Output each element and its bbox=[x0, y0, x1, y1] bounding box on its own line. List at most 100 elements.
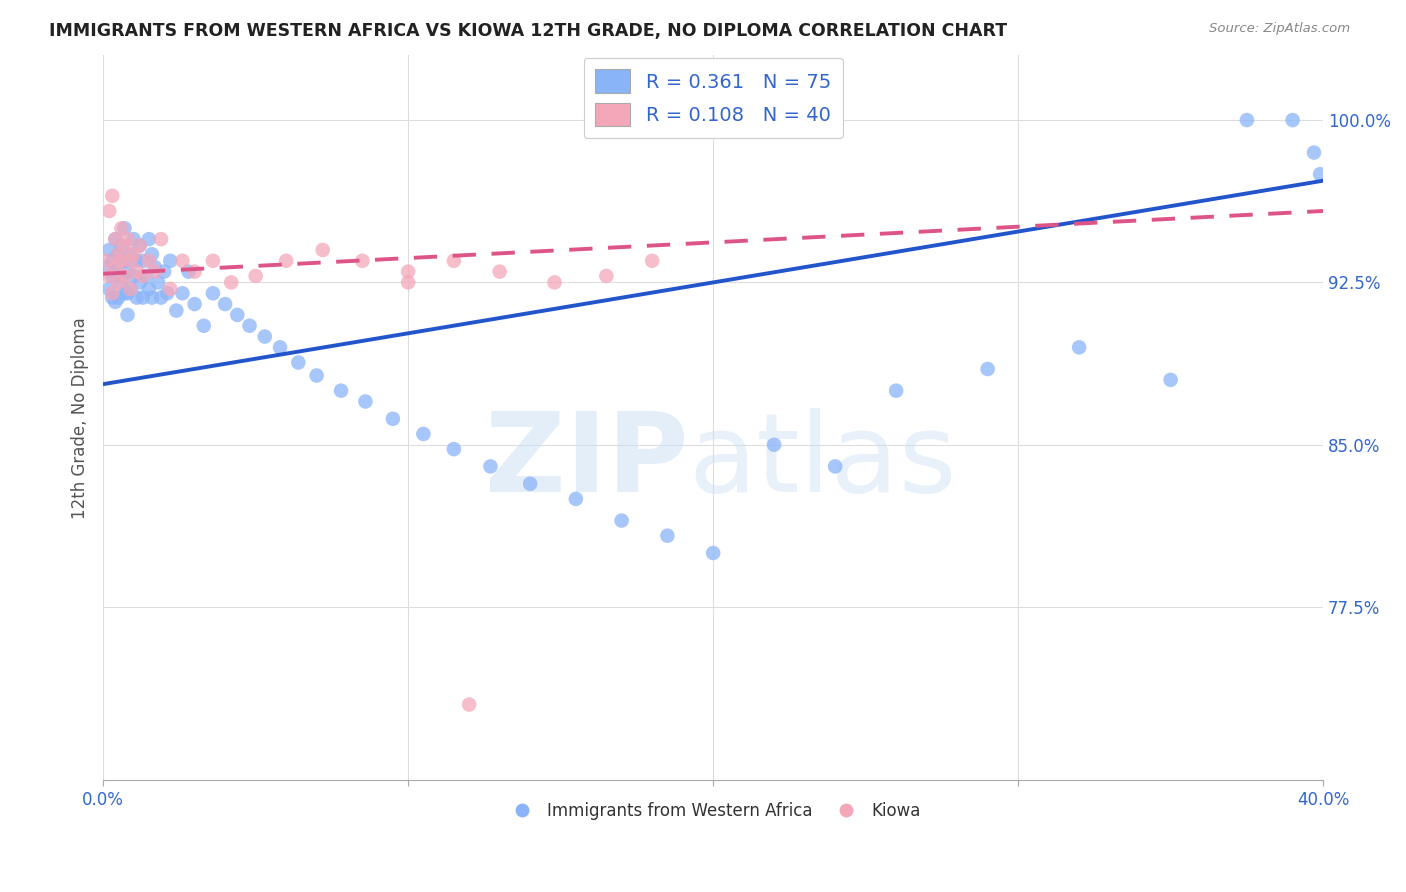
Point bbox=[135, 268, 157, 283]
Point bbox=[117, 264, 139, 278]
Point bbox=[141, 247, 163, 261]
Point bbox=[107, 276, 129, 290]
Point bbox=[98, 204, 121, 219]
Point bbox=[226, 308, 249, 322]
Point bbox=[354, 394, 377, 409]
Point bbox=[159, 282, 181, 296]
Point bbox=[253, 329, 276, 343]
Point bbox=[269, 340, 291, 354]
Point bbox=[458, 698, 481, 712]
Point bbox=[110, 253, 132, 268]
Point bbox=[287, 355, 309, 369]
Point bbox=[1303, 145, 1326, 160]
Text: atlas: atlas bbox=[689, 408, 957, 515]
Point bbox=[122, 247, 145, 261]
Point bbox=[114, 253, 136, 268]
Point bbox=[107, 247, 129, 261]
Point bbox=[117, 232, 139, 246]
Point bbox=[143, 260, 166, 275]
Text: ZIP: ZIP bbox=[485, 408, 689, 515]
Point bbox=[98, 268, 121, 283]
Point bbox=[543, 276, 565, 290]
Point bbox=[165, 303, 187, 318]
Point bbox=[96, 253, 118, 268]
Legend: Immigrants from Western Africa, Kiowa: Immigrants from Western Africa, Kiowa bbox=[499, 795, 927, 826]
Point bbox=[125, 253, 148, 268]
Point bbox=[201, 253, 224, 268]
Point bbox=[117, 286, 139, 301]
Point bbox=[101, 286, 124, 301]
Point bbox=[138, 232, 160, 246]
Point bbox=[352, 253, 374, 268]
Point bbox=[107, 268, 129, 283]
Point bbox=[143, 264, 166, 278]
Point bbox=[172, 286, 194, 301]
Point bbox=[657, 529, 679, 543]
Point bbox=[305, 368, 328, 383]
Point bbox=[104, 260, 127, 275]
Point bbox=[1309, 167, 1331, 181]
Point bbox=[104, 264, 127, 278]
Point bbox=[330, 384, 353, 398]
Point bbox=[107, 291, 129, 305]
Point bbox=[110, 221, 132, 235]
Point bbox=[183, 297, 205, 311]
Point bbox=[125, 264, 148, 278]
Point bbox=[101, 253, 124, 268]
Y-axis label: 12th Grade, No Diploma: 12th Grade, No Diploma bbox=[72, 317, 89, 518]
Point bbox=[763, 438, 786, 452]
Point bbox=[114, 221, 136, 235]
Point bbox=[132, 268, 155, 283]
Point bbox=[104, 232, 127, 246]
Point bbox=[156, 286, 179, 301]
Point bbox=[1160, 373, 1182, 387]
Point bbox=[107, 247, 129, 261]
Point bbox=[312, 243, 335, 257]
Point bbox=[120, 282, 142, 296]
Point bbox=[120, 247, 142, 261]
Point bbox=[381, 412, 404, 426]
Point bbox=[98, 282, 121, 296]
Point bbox=[132, 291, 155, 305]
Point bbox=[104, 232, 127, 246]
Point bbox=[117, 308, 139, 322]
Point bbox=[101, 268, 124, 283]
Point bbox=[479, 459, 502, 474]
Point bbox=[122, 268, 145, 283]
Point bbox=[159, 253, 181, 268]
Point bbox=[702, 546, 724, 560]
Point bbox=[114, 238, 136, 252]
Point bbox=[201, 286, 224, 301]
Point bbox=[1281, 113, 1303, 128]
Point bbox=[125, 291, 148, 305]
Point bbox=[132, 253, 155, 268]
Point bbox=[138, 282, 160, 296]
Point bbox=[396, 276, 419, 290]
Point bbox=[595, 268, 617, 283]
Point bbox=[238, 318, 260, 333]
Point bbox=[1236, 113, 1258, 128]
Point bbox=[104, 294, 127, 309]
Point bbox=[443, 442, 465, 456]
Point bbox=[245, 268, 267, 283]
Point bbox=[976, 362, 998, 376]
Point bbox=[219, 276, 242, 290]
Point bbox=[412, 426, 434, 441]
Point bbox=[193, 318, 215, 333]
Point bbox=[110, 238, 132, 252]
Point bbox=[610, 514, 633, 528]
Point bbox=[128, 238, 150, 252]
Point bbox=[396, 264, 419, 278]
Point bbox=[96, 260, 118, 275]
Point bbox=[120, 253, 142, 268]
Point bbox=[519, 476, 541, 491]
Point bbox=[110, 276, 132, 290]
Point bbox=[101, 189, 124, 203]
Point bbox=[884, 384, 907, 398]
Point bbox=[146, 276, 169, 290]
Point bbox=[641, 253, 664, 268]
Point bbox=[128, 276, 150, 290]
Point bbox=[824, 459, 846, 474]
Point bbox=[122, 232, 145, 246]
Point bbox=[172, 253, 194, 268]
